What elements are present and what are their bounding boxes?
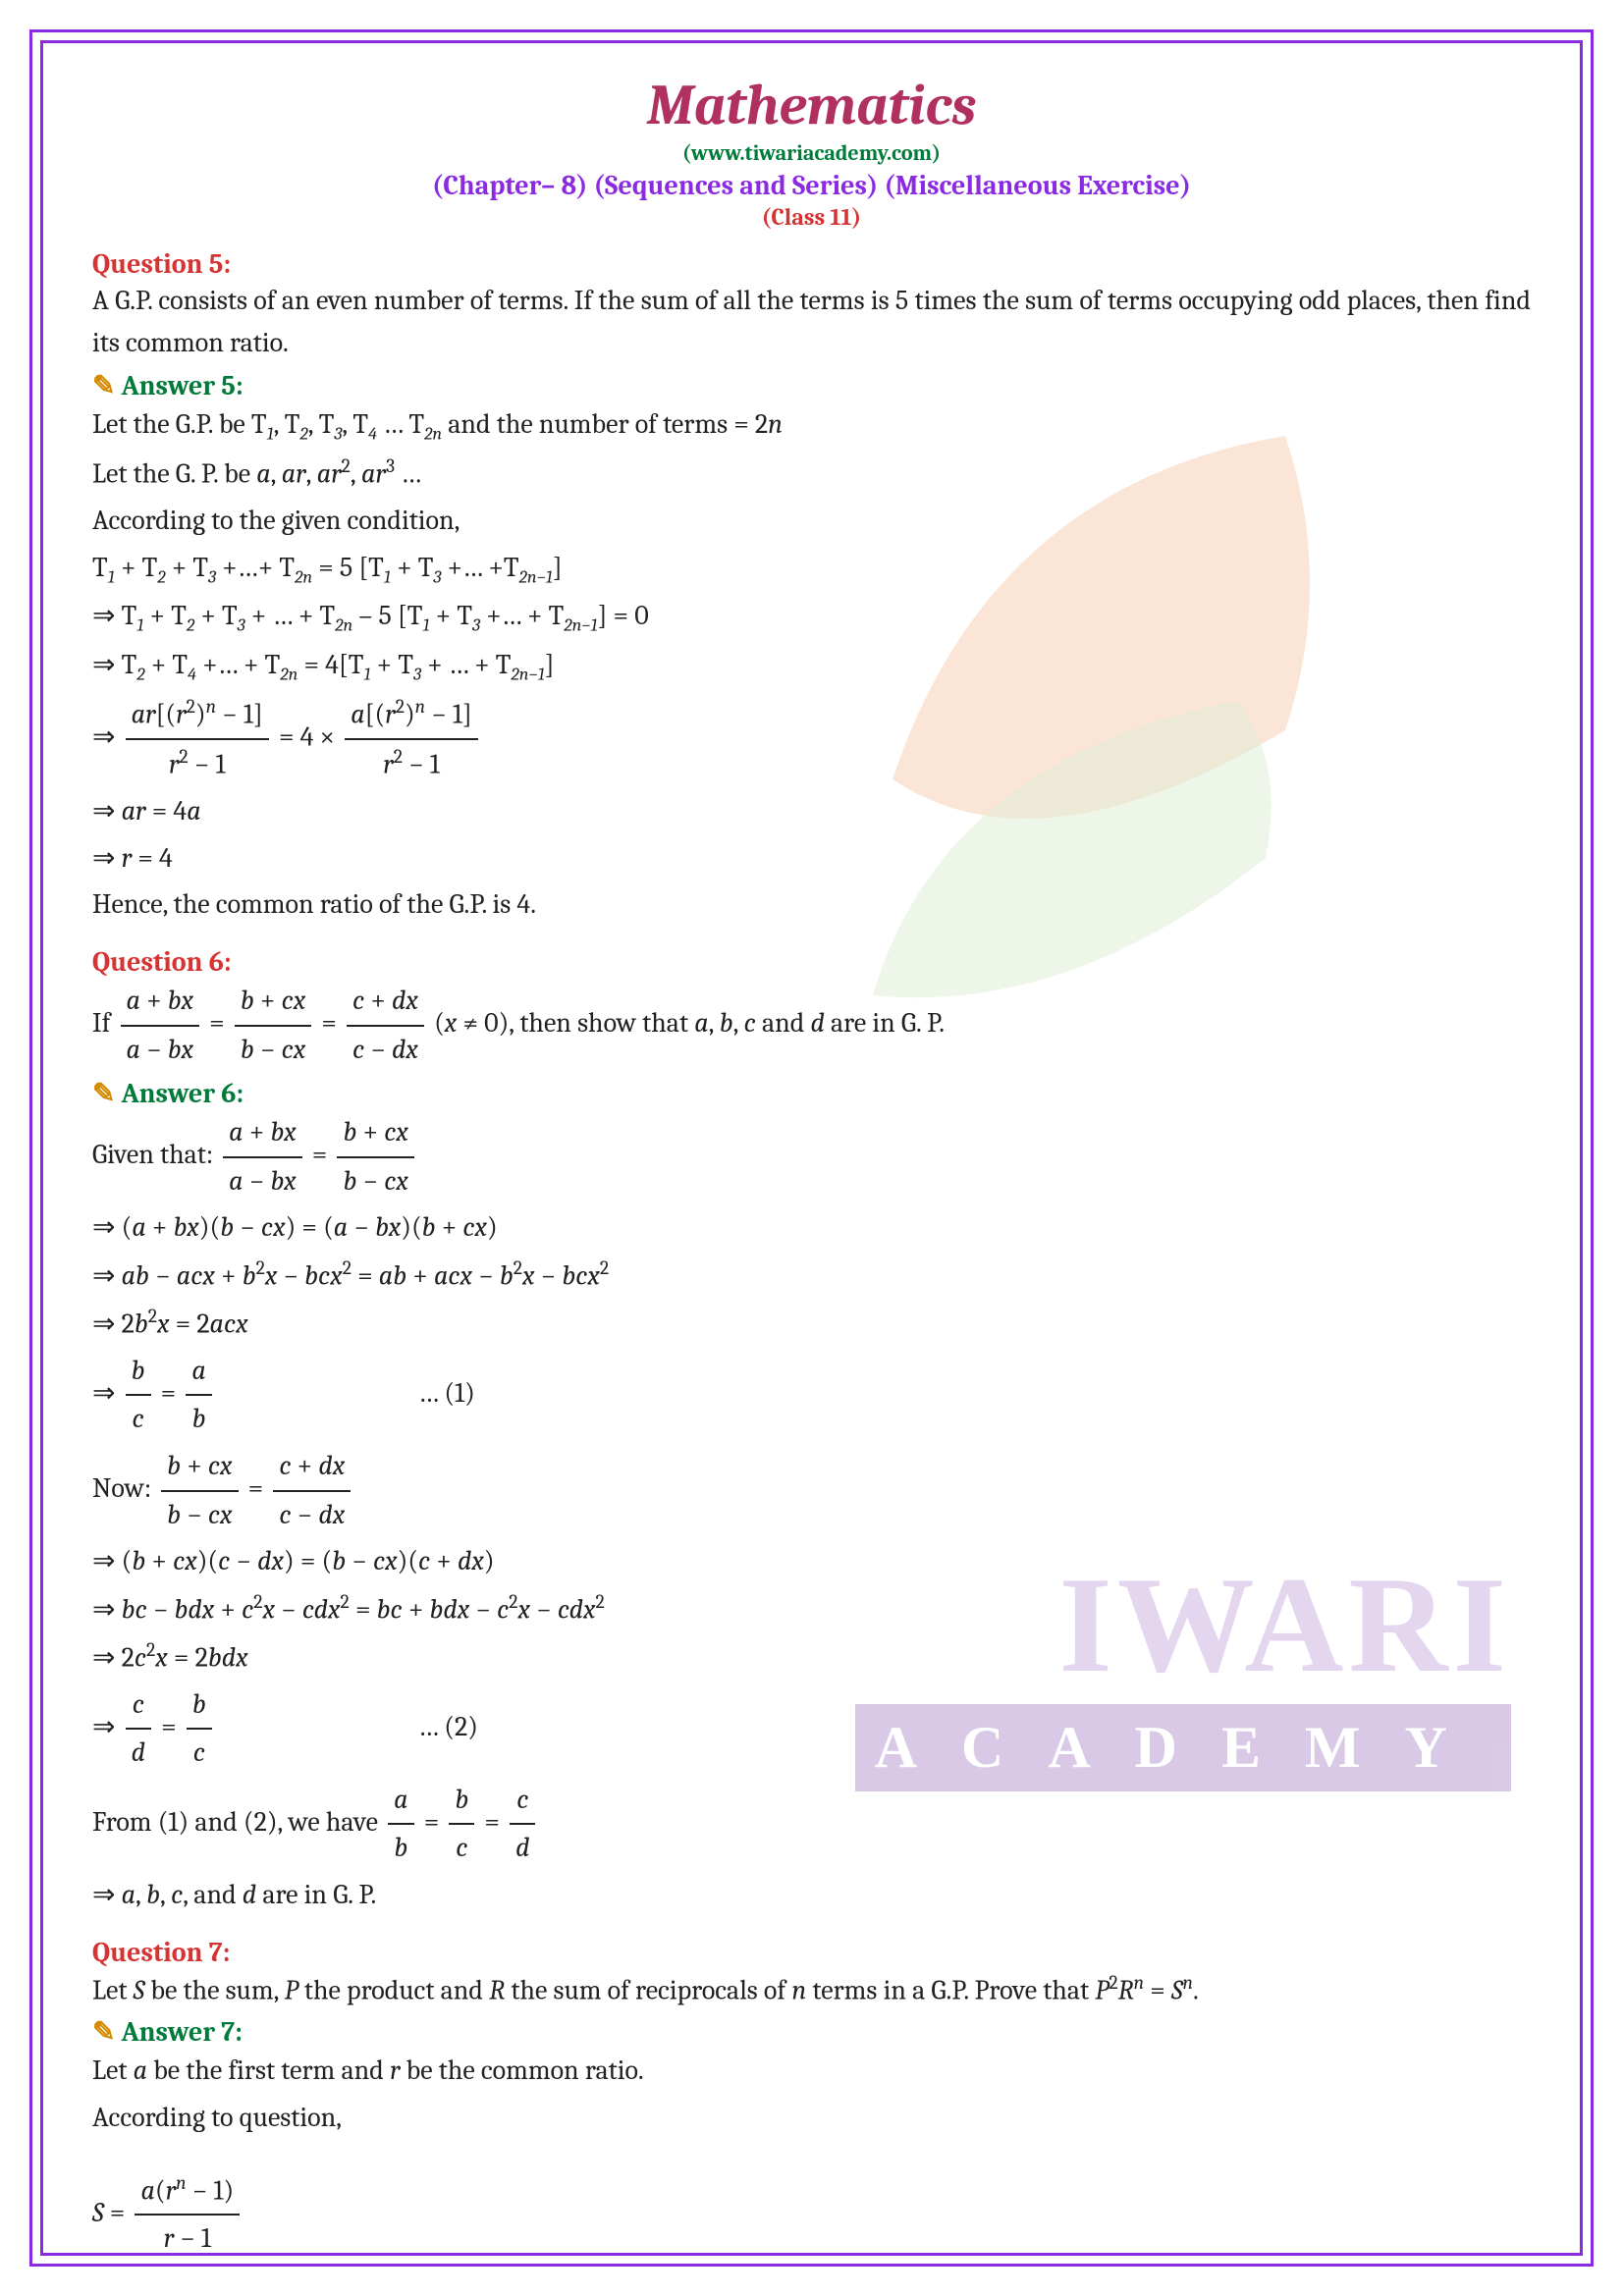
page-title: Mathematics <box>92 73 1531 138</box>
q6-e1: ⇒ (a + bx)(b − cx) = (a − bx)(b + cx) <box>92 1204 1531 1252</box>
q6-e5: ⇒ (b + cx)(c − dx) = (b − cx)(c + dx) <box>92 1538 1531 1585</box>
class-label: (Class 11) <box>92 203 1531 231</box>
q5-line1: Let the G.P. be T1, T2, T3, T4 … T2n and… <box>92 401 1531 451</box>
q6-concl: ⇒ a, b, c, and d are in G. P. <box>92 1872 1531 1919</box>
q7-l1: Let a be the first term and r be the com… <box>92 2048 1531 2095</box>
q7-l2: According to question, <box>92 2095 1531 2142</box>
q5-line3: According to the given condition, <box>92 498 1531 545</box>
q6-e7: ⇒ 2c2x = 2bdx <box>92 1633 1531 1682</box>
t: Let <box>92 1974 134 2005</box>
chapter-heading: (Chapter– 8) (Sequences and Series) (Mis… <box>92 170 1531 201</box>
q5-eq2: ⇒ T1 + T2 + T3 + … + T2n – 5 [T1 + T3 +…… <box>92 593 1531 642</box>
q7-text: Let S be the sum, P the product and R th… <box>92 1968 1531 2012</box>
q5-text: A G.P. consists of an even number of ter… <box>92 280 1531 365</box>
t: be the common ratio. <box>401 2055 644 2086</box>
t: Let <box>92 2055 134 2086</box>
q6-label: Question 6: <box>92 946 1531 978</box>
t: Let the G. P. be <box>92 458 256 490</box>
website-link: (www.tiwariacademy.com) <box>92 140 1531 166</box>
t: Now: <box>92 1472 157 1504</box>
t: and the number of terms = 2 <box>442 408 768 440</box>
q6-e2: ⇒ ab − acx + b2x − bcx2 = ab + acx − b2x… <box>92 1252 1531 1300</box>
q6-e8: ⇒ cd = bc … (2) <box>92 1682 1531 1777</box>
q5-eq5: ⇒ ar = 4a <box>92 788 1531 835</box>
q7-S: S = a(rn − 1)r − 1 <box>92 2166 1531 2264</box>
ref: … (2) <box>418 1711 478 1742</box>
q5-label: Question 5: <box>92 248 1531 280</box>
t: be the first term and <box>147 2055 390 2086</box>
ref: … (1) <box>418 1377 475 1409</box>
t: Let the G.P. be T <box>92 408 267 440</box>
q6-e4: ⇒ bc = ab … (1) <box>92 1348 1531 1443</box>
q5-eq3: ⇒ T2 + T4 +… + T2n = 4[T1 + T3 + … + T2n… <box>92 642 1531 691</box>
q6-e6: ⇒ bc − bdx + c2x − cdx2 = bc + bdx − c2x… <box>92 1585 1531 1633</box>
outer-border: IWARI ACADEMY Mathematics (www.tiwariaca… <box>29 29 1594 2267</box>
q6-given: Given that: a + bxa − bx = b + cxb − cx <box>92 1109 1531 1204</box>
q5-eq1: T1 + T2 + T3 +…+ T2n = 5 [T1 + T3 +… +T2… <box>92 545 1531 594</box>
q7-label: Question 7: <box>92 1937 1531 1968</box>
t: be the sum, <box>144 1974 284 2005</box>
q6-e3: ⇒ 2b2x = 2acx <box>92 1300 1531 1348</box>
t: and <box>756 1007 811 1039</box>
q5-concl: Hence, the common ratio of the G.P. is 4… <box>92 881 1531 929</box>
t: the sum of reciprocals of <box>505 1974 791 2005</box>
q5-eq6: ⇒ r = 4 <box>92 835 1531 882</box>
t: terms in a G.P. Prove that <box>806 1974 1095 2005</box>
a7-label: Answer 7: <box>92 2015 1531 2048</box>
t: From (1) and (2), we have <box>92 1806 384 1838</box>
t: then show that <box>514 1007 694 1039</box>
q5-line2: Let the G. P. be a, ar, ar2, ar3 … <box>92 450 1531 498</box>
page: IWARI ACADEMY Mathematics (www.tiwariaca… <box>0 0 1623 2296</box>
q6-text: If a + bxa − bx = b + cxb − cx = c + dxc… <box>92 978 1531 1073</box>
q6-now: Now: b + cxb − cx = c + dxc − dx <box>92 1443 1531 1538</box>
a6-label: Answer 6: <box>92 1077 1531 1109</box>
t: are in G. P. <box>825 1007 945 1039</box>
q6-from: From (1) and (2), we have ab = bc = cd <box>92 1777 1531 1872</box>
content: Mathematics (www.tiwariacademy.com) (Cha… <box>92 73 1531 2267</box>
t: If <box>92 1007 117 1039</box>
t: ⇒ <box>92 1879 122 1910</box>
inner-border: IWARI ACADEMY Mathematics (www.tiwariaca… <box>40 40 1583 2256</box>
t: are in G. P. <box>256 1879 376 1910</box>
t: the product and <box>298 1974 489 2005</box>
a5-label: Answer 5: <box>92 369 1531 401</box>
t: Given that: <box>92 1139 219 1170</box>
q5-eq4: ⇒ ar[(r2)n − 1]r2 − 1 = 4 × a[(r2)n − 1]… <box>92 690 1531 788</box>
